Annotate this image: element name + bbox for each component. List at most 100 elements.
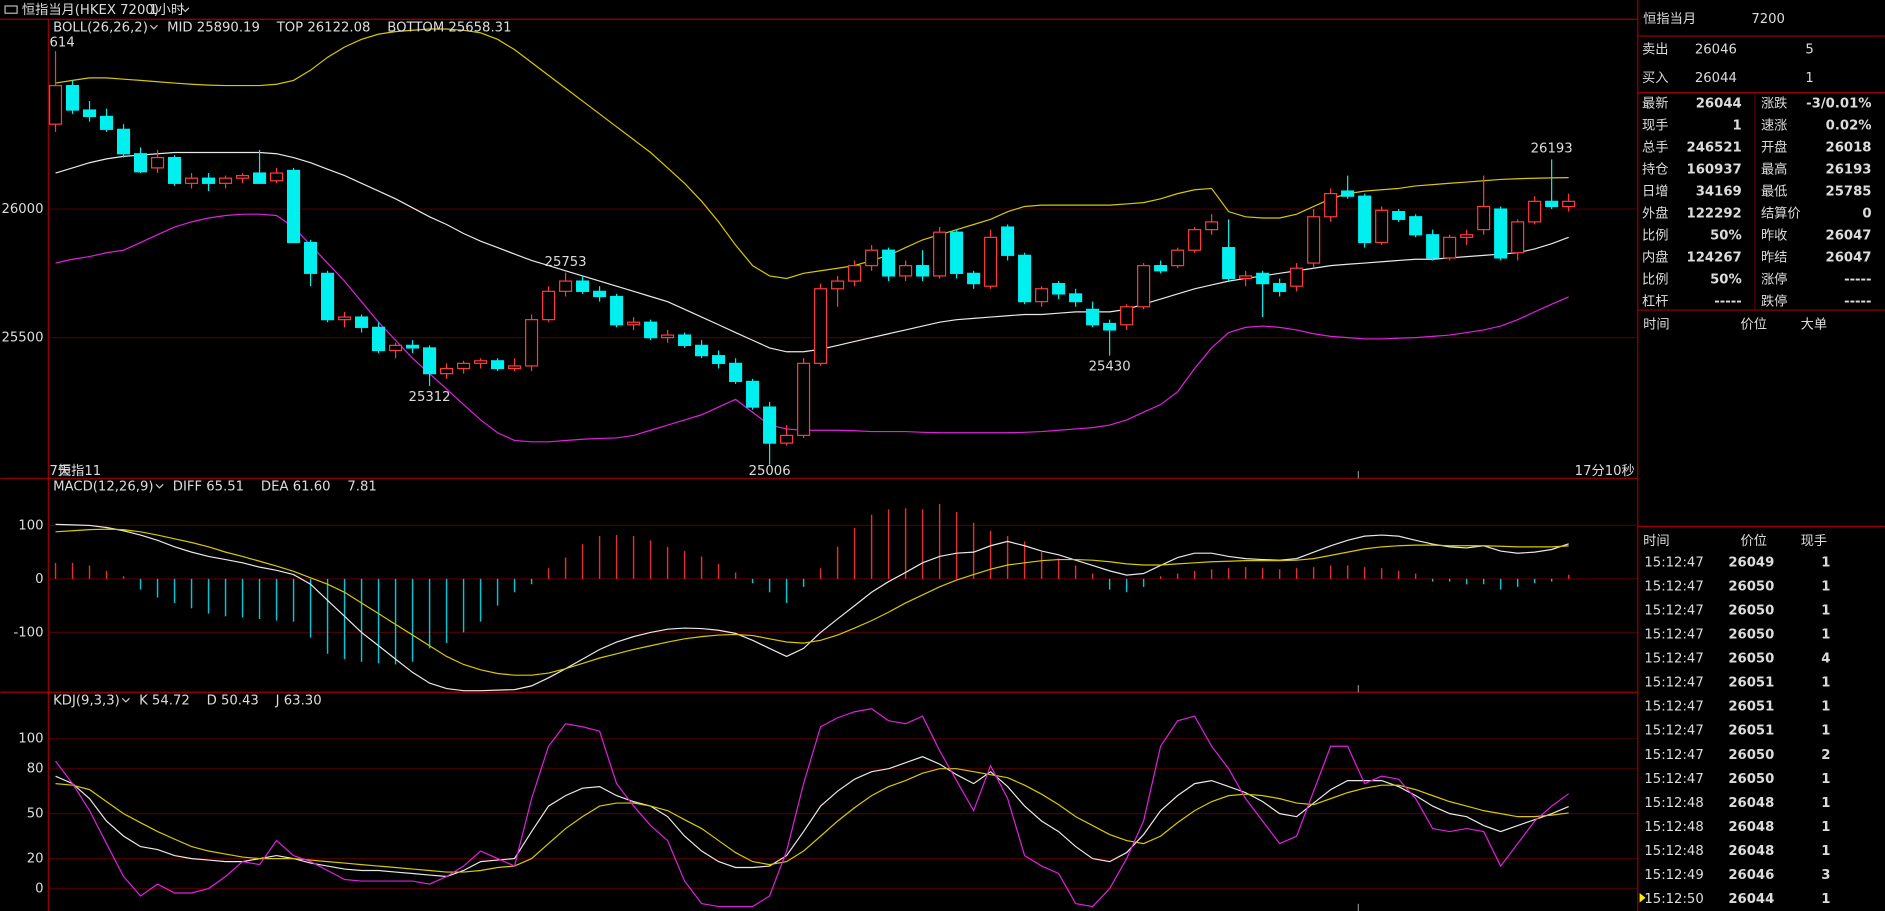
quote-label: 最低 bbox=[1761, 183, 1787, 199]
quote-value: 122292 bbox=[1687, 206, 1742, 221]
y-tick-label: 0 bbox=[35, 572, 43, 587]
legend-entry: TOP 26122.08 bbox=[276, 21, 371, 36]
legend-entry: MID 25890.19 bbox=[167, 21, 260, 36]
window-icon[interactable] bbox=[4, 5, 18, 14]
candle-body bbox=[1239, 275, 1253, 280]
quote-value: 1 bbox=[1733, 118, 1742, 133]
candle-body bbox=[1392, 211, 1406, 220]
y-tick-label: 20 bbox=[27, 852, 44, 867]
legend-entry: BOTTOM 25658.31 bbox=[387, 21, 511, 36]
quote-label: 总手 bbox=[1642, 139, 1668, 155]
trade-time: 15:12:48 bbox=[1644, 844, 1703, 859]
book-label: 卖出 bbox=[1642, 41, 1668, 57]
quote-label: 比例 bbox=[1642, 227, 1668, 243]
period-selector[interactable]: 1小时 bbox=[149, 2, 184, 18]
quote-value: 26047 bbox=[1826, 250, 1872, 265]
candle-body bbox=[542, 290, 556, 321]
candle-body bbox=[1307, 216, 1321, 264]
quote-label: 跌停 bbox=[1761, 292, 1787, 309]
instrument-label: 恒指当月(HKEX 7200) bbox=[22, 2, 159, 18]
candle-body bbox=[1273, 283, 1287, 292]
y-tick-label: 25500 bbox=[1, 331, 43, 346]
quote-value: 26018 bbox=[1826, 140, 1872, 155]
trade-volume: 1 bbox=[1821, 772, 1830, 787]
quote-value: ----- bbox=[1844, 272, 1871, 287]
quote-value: ----- bbox=[1714, 294, 1741, 309]
candle-body bbox=[1222, 247, 1236, 280]
candle-body bbox=[1409, 216, 1423, 236]
candle-body bbox=[253, 172, 267, 184]
indicator-selector[interactable]: BOLL(26,26,2) bbox=[53, 21, 148, 36]
candle-body bbox=[1494, 208, 1508, 259]
quote-label: 最高 bbox=[1761, 160, 1787, 177]
dropdown-chevron[interactable] bbox=[181, 7, 190, 13]
candle-body bbox=[48, 84, 63, 125]
quote-value: 25785 bbox=[1826, 184, 1872, 199]
candle-body bbox=[457, 362, 471, 370]
column-header: 大单 bbox=[1801, 316, 1827, 332]
candle-body bbox=[1324, 193, 1338, 218]
column-header: 价位 bbox=[1741, 316, 1767, 332]
indicator-selector[interactable]: MACD(12,26,9) bbox=[53, 480, 153, 495]
candle-body bbox=[150, 157, 165, 169]
trade-volume: 1 bbox=[1821, 892, 1830, 907]
candle-body bbox=[610, 295, 624, 326]
column-header: 价位 bbox=[1741, 533, 1767, 549]
indicator-selector[interactable]: KDJ(9,3,3) bbox=[53, 694, 120, 709]
trade-volume: 1 bbox=[1821, 700, 1830, 715]
trade-volume: 1 bbox=[1821, 676, 1830, 691]
trade-price: 26050 bbox=[1728, 628, 1774, 643]
dropdown-chevron[interactable] bbox=[121, 697, 130, 703]
candle-body bbox=[1103, 322, 1117, 331]
y-tick-label: 100 bbox=[18, 518, 43, 533]
candle-body bbox=[814, 288, 828, 364]
book-price: 26044 bbox=[1695, 71, 1737, 86]
extreme-label: 25753 bbox=[545, 255, 587, 270]
dropdown-chevron[interactable] bbox=[149, 24, 158, 30]
y-tick-label: 80 bbox=[27, 762, 44, 777]
legend-entry: J 63.30 bbox=[275, 694, 322, 709]
trade-time: 15:12:47 bbox=[1644, 724, 1703, 739]
quote-label: 涨停 bbox=[1761, 270, 1787, 287]
trade-volume: 1 bbox=[1821, 628, 1830, 643]
candle-body bbox=[1528, 200, 1542, 223]
candle-body bbox=[1069, 293, 1083, 303]
candle-body bbox=[576, 280, 590, 292]
trade-price: 26050 bbox=[1728, 748, 1774, 763]
candle-body bbox=[99, 115, 114, 130]
quote-label: 日增 bbox=[1642, 183, 1668, 199]
trade-price: 26049 bbox=[1728, 555, 1774, 570]
candle-body bbox=[899, 265, 913, 277]
legend-entry: D 50.43 bbox=[207, 694, 259, 709]
trade-volume: 1 bbox=[1821, 580, 1830, 595]
y-tick-label: -100 bbox=[14, 625, 44, 640]
book-volume: 1 bbox=[1805, 71, 1813, 86]
candle-body bbox=[440, 367, 454, 375]
trade-time: 15:12:48 bbox=[1644, 796, 1703, 811]
candle-body bbox=[627, 321, 641, 326]
quote-label: 昨结 bbox=[1761, 249, 1787, 265]
trade-time: 15:12:49 bbox=[1644, 868, 1703, 883]
y-tick-label: 26000 bbox=[1, 202, 43, 217]
macd-line bbox=[55, 528, 1569, 676]
dropdown-chevron[interactable] bbox=[155, 483, 164, 489]
quote-label: 速涨 bbox=[1761, 117, 1787, 133]
quote-value: -3/0.01% bbox=[1806, 96, 1871, 111]
trade-price: 26050 bbox=[1728, 580, 1774, 595]
quote-value: 34169 bbox=[1696, 184, 1742, 199]
legend-entry: DIFF 65.51 bbox=[173, 480, 244, 495]
candle-body bbox=[1035, 288, 1049, 303]
y-tick-label: 0 bbox=[35, 882, 43, 897]
candle-body bbox=[1018, 254, 1032, 303]
trade-volume: 1 bbox=[1821, 724, 1830, 739]
current-row-marker bbox=[1639, 892, 1646, 903]
legend-entry: K 54.72 bbox=[139, 694, 190, 709]
trade-volume: 2 bbox=[1821, 748, 1830, 763]
trade-price: 26050 bbox=[1728, 652, 1774, 667]
candle-body bbox=[746, 380, 760, 408]
column-header: 现手 bbox=[1801, 533, 1827, 549]
candle-body bbox=[1511, 221, 1525, 254]
